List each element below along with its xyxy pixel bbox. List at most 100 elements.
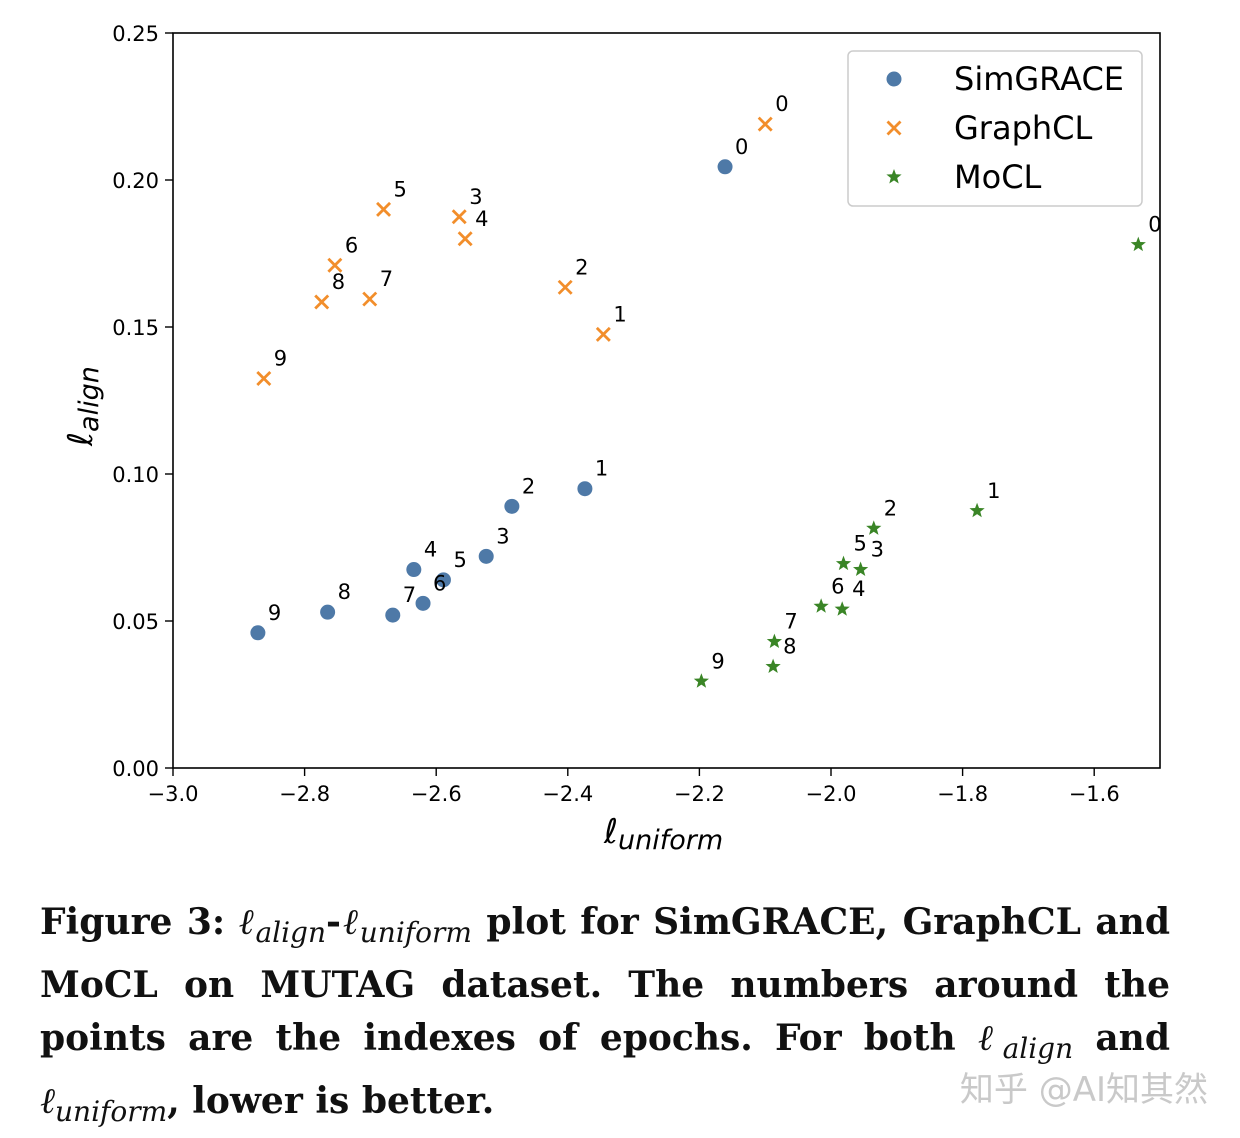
y-tick-label: 0.10 [112, 463, 159, 487]
caption-dash: - [326, 901, 341, 943]
x-tick-label: −2.0 [806, 782, 857, 806]
mocl-epoch-label: 2 [884, 496, 897, 520]
graphcl-epoch-label: 8 [332, 270, 345, 294]
simgrace-point [717, 159, 733, 175]
graphcl-epoch-label: 3 [469, 185, 482, 209]
x-tick-label: −2.2 [674, 782, 725, 806]
mocl-point [853, 561, 869, 577]
watermark: 知乎 @AI知其然 [959, 1070, 1208, 1110]
mocl-epoch-label: 9 [711, 649, 724, 673]
y-axis-label: ℓalign [61, 366, 105, 447]
graphcl-point [557, 279, 573, 295]
simgrace-point [435, 572, 451, 588]
caption-sub-uniform-2: uniform [55, 1095, 168, 1128]
graphcl-epoch-label: 1 [613, 302, 626, 326]
mocl-epoch-label: 7 [784, 610, 797, 634]
mocl-point [813, 598, 829, 613]
caption-ell: ℓ [238, 902, 256, 943]
graphcl-epoch-label: 7 [380, 267, 393, 291]
graphcl-epoch-label: 6 [345, 233, 358, 257]
caption-sub-align: align [255, 916, 327, 949]
plot-frame [172, 32, 1161, 769]
simgrace-point [577, 481, 593, 497]
x-tick-label: −1.8 [937, 782, 988, 806]
graphcl-point [457, 231, 473, 247]
mocl-epoch-label: 4 [852, 577, 865, 601]
graphcl-epoch-label: 2 [575, 255, 588, 279]
mocl-point [834, 601, 850, 616]
caption-sub-align-2: align [1002, 1032, 1074, 1065]
simgrace-epoch-label: 1 [595, 457, 608, 481]
x-tick-label: −3.0 [148, 782, 199, 806]
mocl-point [693, 673, 709, 688]
y-tick-label: 0.20 [112, 169, 159, 193]
mocl-epoch-label: 3 [871, 538, 884, 562]
figure-caption: Figure 3: ℓalign-ℓuniform plot for SimGR… [40, 896, 1170, 1138]
graphcl-point [376, 201, 392, 217]
y-tick-label: 0.05 [112, 610, 159, 634]
simgrace-point [385, 607, 401, 623]
graphcl-point [595, 326, 611, 342]
simgrace-epoch-label: 6 [433, 571, 446, 595]
mocl-point [835, 555, 852, 571]
legend-marker [886, 120, 902, 136]
x-tick-label: −2.6 [411, 782, 462, 806]
simgrace-epoch-label: 5 [453, 548, 466, 572]
caption-and: and [1073, 1017, 1170, 1059]
axes: −3.0 −2.8 −2.6 −2.4 −2.2 −2.0 −1.8 −1.6 0.00 0.05… [112, 22, 1119, 806]
caption-ell-2: ℓ [340, 902, 360, 943]
simgrace-point [504, 498, 520, 514]
caption-ell-4: ℓ [40, 1081, 55, 1122]
mocl-epoch-label: 0 [1148, 213, 1161, 237]
mocl-epoch-label: 8 [783, 635, 796, 659]
simgrace-point [406, 562, 422, 578]
mocl-point [1130, 236, 1146, 252]
caption-text-2: , lower is better. [167, 1080, 495, 1122]
graphcl-epoch-label: 5 [394, 177, 407, 201]
legend-marker [886, 169, 902, 184]
legend-marker [886, 71, 902, 87]
y-tick-label: 0.25 [112, 22, 159, 46]
legend-label: SimGRACE [954, 60, 1124, 98]
legend-box [847, 50, 1143, 207]
simgrace-point [415, 595, 431, 611]
x-axis-label: ℓuniform [603, 812, 723, 856]
simgrace-point [320, 604, 336, 620]
legend: SimGRACE GraphCL MoCL [847, 50, 1143, 207]
graphcl-point [327, 257, 343, 273]
simgrace-epoch-label: 2 [522, 474, 535, 498]
caption-text-1: plot for SimGRACE, GraphCL and MoCL on M… [40, 901, 1171, 1059]
legend-label: GraphCL [954, 109, 1093, 147]
simgrace-point [478, 548, 494, 564]
caption-ell-3: ℓ [977, 1018, 1003, 1059]
simgrace-epoch-label: 9 [268, 601, 281, 625]
graphcl-epoch-label: 0 [775, 92, 788, 116]
mocl-epoch-label: 6 [831, 574, 844, 598]
graphcl-point [256, 370, 272, 386]
simgrace-point [250, 625, 266, 641]
simgrace-epoch-label: 7 [403, 583, 416, 607]
graphcl-epoch-label: 9 [274, 346, 287, 370]
graphcl-point [314, 294, 330, 310]
mocl-epoch-label: 5 [854, 532, 867, 556]
x-tick-label: −2.8 [279, 782, 330, 806]
simgrace-epoch-label: 0 [735, 135, 748, 159]
mocl-point [866, 520, 882, 535]
mocl-point [765, 658, 781, 674]
simgrace-epoch-label: 4 [424, 538, 437, 562]
graphcl-epoch-label: 4 [475, 207, 488, 231]
x-tick-label: −1.6 [1069, 782, 1120, 806]
y-tick-label: 0.00 [112, 757, 159, 781]
graphcl-point [362, 291, 378, 307]
x-tick-label: −2.4 [542, 782, 593, 806]
simgrace-epoch-label: 8 [338, 580, 351, 604]
mocl-point [766, 633, 783, 649]
mocl-epoch-label: 1 [987, 479, 1000, 503]
caption-sub-uniform: uniform [359, 916, 472, 949]
simgrace-epoch-label: 3 [496, 524, 509, 548]
y-tick-label: 0.15 [112, 316, 159, 340]
legend-label: MoCL [954, 158, 1042, 196]
graphcl-point [451, 209, 467, 225]
